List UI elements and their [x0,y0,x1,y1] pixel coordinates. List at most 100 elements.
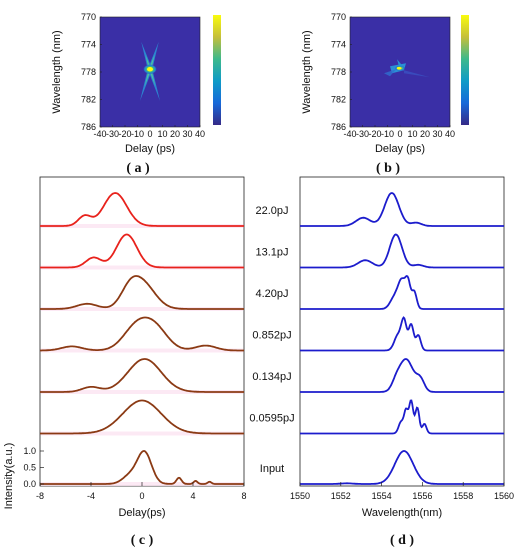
plot-d-xlabel: Wavelength(nm) [362,507,442,519]
plot-d-frame [299,176,505,487]
trace-band-c [41,431,243,436]
x-tick-label-b: 40 [445,129,455,139]
heatmap-b-axes: -40 -30 -20 -10 0 10 20 30 40 770 774 778 782 786 [331,12,455,139]
heatmap-b-peak-core [396,66,402,70]
energy-label: 4.20pJ [255,288,288,300]
x-tick-label-b: 0 [397,129,402,139]
trace-d-3 [300,316,504,352]
panel-label-c: ( c ) [131,533,154,548]
trace-band-c [41,224,243,228]
plot-c-xlabel: Delay(ps) [118,507,165,519]
x-tick-label-d: 1550 [290,491,310,501]
plot-c-ylabel: Intensity(a.u.) [3,443,15,510]
heatmap-a-marks [140,41,160,101]
heatmap-a-ylabel: Wavelength (nm) [51,30,63,113]
trace-band-c [41,348,243,353]
x-tick-label-d: 1558 [453,491,473,501]
x-tick-label-d: 1552 [331,491,351,501]
trace-c-4 [40,358,244,393]
heatmap-a-arm [147,68,160,101]
panel-d: 1550 1552 1554 1556 1558 1560 Wavelength(nm) … [290,176,514,548]
x-tick-label-a: 0 [147,129,152,139]
energy-label: 0.134pJ [252,371,291,383]
heatmap-a-xlabel: Delay (ps) [125,143,175,155]
heatmap-a-arm [140,68,153,101]
colorbar-a [213,15,221,125]
plot-c-curves [40,192,244,485]
x-tick-label-a: 40 [195,129,205,139]
panel-label-d: ( d ) [390,533,414,548]
y-tick-label-a: 770 [81,12,96,22]
energy-label: 0.0595pJ [249,413,294,425]
y-tick-label-c: 1.0 [23,446,36,456]
energy-label: 0.852pJ [252,330,291,342]
heatmap-a-arm [147,41,159,70]
heatmap-b-lobe [384,69,396,77]
heatmap-b-marks [384,59,430,78]
colorbar-b [461,15,469,125]
trace-d-5 [300,399,504,435]
panel-a: -40 -30 -20 -10 0 10 20 30 40 770 774 778 782 786 Del… [51,12,221,176]
x-tick-label-a: -30 [106,129,119,139]
x-tick-label-a: 10 [157,129,167,139]
panel-label-b: ( b ) [376,161,400,176]
x-tick-label-c: 8 [241,491,246,501]
x-tick-label-c: 4 [190,491,195,501]
x-tick-label-b: -10 [381,129,394,139]
y-tick-label-b: 774 [331,40,346,50]
panel-b: -40 -30 -20 -10 0 10 20 30 40 770 774 778 782 786 Del… [301,12,469,176]
trace-c-5 [40,399,244,435]
x-tick-label-b: -20 [368,129,381,139]
y-tick-label-a: 774 [81,40,96,50]
y-tick-label-c: 0.0 [23,479,36,489]
y-tick-label-b: 778 [331,67,346,77]
x-tick-label-a: 20 [170,129,180,139]
trace-c-6 [40,450,244,485]
y-tick-label-a: 782 [81,95,96,105]
trace-d-6 [300,450,504,485]
x-tick-label-c: -8 [36,491,44,501]
panel-label-a: ( a ) [126,161,150,176]
plot-d-axes: 1550 1552 1554 1556 1558 1560 [290,482,514,501]
y-tick-label-a: 786 [81,122,96,132]
trace-c-0 [40,192,244,227]
trace-d-1 [300,233,504,269]
panel-c: -8 -4 0 4 8 0.0 0.5 1.0 Delay(ps) Intensity(a.u… [3,176,247,548]
x-tick-label-a: -20 [118,129,131,139]
y-tick-label-c: 0.5 [23,463,36,473]
y-tick-label-b: 786 [331,122,346,132]
heatmap-a-peak-core [147,67,153,72]
x-tick-label-c: -4 [87,491,95,501]
trace-d-0 [300,192,504,227]
energy-label: 13.1pJ [255,247,288,259]
heatmap-b-xlabel: Delay (ps) [375,143,425,155]
x-tick-label-c: 0 [139,491,144,501]
trace-c-1 [40,233,244,269]
x-tick-label-b: 30 [432,129,442,139]
x-tick-label-d: 1554 [372,491,392,501]
trace-c-3 [40,316,244,352]
x-tick-label-b: 10 [407,129,417,139]
y-tick-label-a: 778 [81,67,96,77]
plot-d-curves [300,192,504,485]
x-tick-label-a: -40 [93,129,106,139]
energy-labels: 22.0pJ 13.1pJ 4.20pJ 0.852pJ 0.134pJ 0.0595pJ… [249,205,294,475]
heatmap-b-plot [349,16,451,128]
heatmap-b-lobe [397,59,402,67]
energy-label: Input [260,463,284,475]
y-tick-label-b: 782 [331,95,346,105]
trace-c-2 [40,275,244,310]
heatmap-b-ylabel: Wavelength (nm) [301,30,313,113]
heatmap-b-tail [404,70,430,78]
plot-c-axes: -8 -4 0 4 8 0.0 0.5 1.0 [23,446,246,501]
heatmap-a-axes: -40 -30 -20 -10 0 10 20 30 40 770 774 778 782 786 [81,12,205,139]
x-tick-label-b: 20 [420,129,430,139]
trace-d-4 [300,358,504,393]
trace-band-c [41,265,243,270]
x-tick-label-b: -40 [343,129,356,139]
x-tick-label-a: 30 [182,129,192,139]
x-tick-label-a: -10 [131,129,144,139]
heatmap-a-arm [141,41,153,70]
x-tick-label-b: -30 [356,129,369,139]
